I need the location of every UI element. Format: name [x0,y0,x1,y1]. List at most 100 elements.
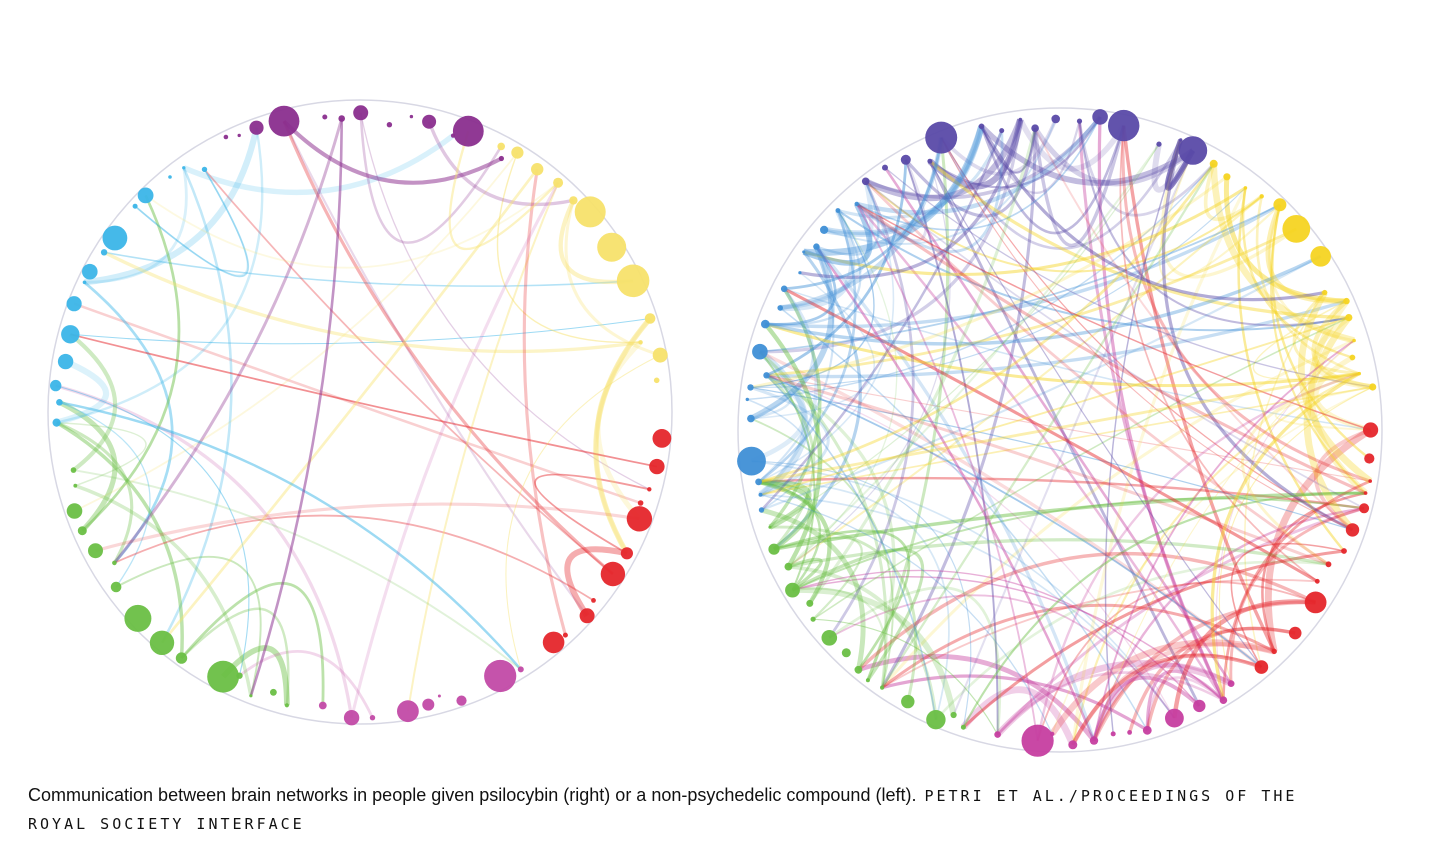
node [249,120,264,135]
edge [759,350,1263,669]
edge [1070,642,1275,746]
node [994,731,1001,738]
edge [406,182,560,712]
node [207,660,240,693]
edge [768,287,822,529]
edge [773,529,911,671]
node [1223,173,1231,181]
node [1156,141,1162,147]
edge [765,374,937,720]
edge [180,607,290,706]
node [397,700,419,723]
edge [220,645,290,706]
edge [1252,300,1360,380]
edge [751,460,972,728]
edge [799,119,1022,279]
edge [522,168,567,636]
edge [73,469,522,671]
edge [765,159,908,377]
edge [791,548,925,682]
node [861,177,870,186]
edge [1274,386,1373,431]
edge [761,255,1322,512]
node [802,250,806,254]
node [1368,479,1372,483]
edge [1164,139,1196,191]
node [223,134,229,140]
node [653,377,660,384]
edge [1237,187,1345,552]
edge [1092,600,1316,742]
edge [750,272,875,420]
edge [788,564,938,720]
node [498,155,504,162]
edge [828,594,1176,719]
node [1110,731,1116,737]
edge [856,115,1102,215]
edge [750,417,894,688]
node [882,164,888,171]
edge [180,581,325,706]
node [999,128,1005,134]
node [531,163,544,176]
edges [47,99,673,725]
edge [1097,116,1225,701]
edge [880,128,1037,689]
node [1325,561,1332,568]
edge [1119,125,1318,582]
node [1271,648,1277,655]
node [353,105,369,121]
edge [1165,139,1195,190]
node [338,115,346,122]
node [1165,708,1184,728]
caption: Communication between brain networks in … [28,785,917,805]
edge [857,551,1317,672]
node [137,187,154,204]
edge [1172,599,1316,719]
node [497,142,506,151]
edge [1255,196,1360,375]
edge [1071,187,1247,746]
edge [160,167,233,644]
edge [787,557,823,592]
node [562,632,568,638]
node [820,225,829,234]
edge [780,180,874,311]
edge [823,118,1057,245]
edge [1230,542,1345,668]
node [249,694,253,698]
psilocybin-network [737,107,1383,757]
edge [939,118,1058,176]
edge [55,358,110,426]
edge [952,150,1194,716]
edge [779,307,1148,731]
edge [1311,299,1374,390]
node [1076,118,1083,124]
edge [1145,626,1296,731]
node [1282,215,1311,243]
edge [1268,204,1355,342]
edge [1036,581,1316,741]
node [542,631,565,654]
node [1304,591,1327,614]
edge [83,281,174,564]
edge [134,168,250,278]
node [1363,422,1379,438]
node [579,608,595,624]
edge [427,121,574,207]
edge [1264,427,1373,653]
node [73,483,78,488]
edge [1121,125,1371,483]
edge [182,133,455,196]
node [574,196,606,228]
node [1345,314,1353,322]
node [763,372,770,379]
edge [812,316,1350,620]
edge [747,163,1215,401]
node [201,166,208,173]
edge [448,130,559,251]
edge [595,340,643,521]
node [649,458,665,475]
edge [1313,355,1372,433]
